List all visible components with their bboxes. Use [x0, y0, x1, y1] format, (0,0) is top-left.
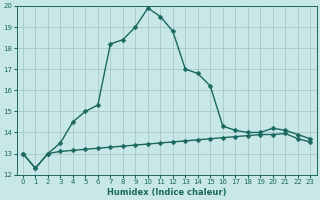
X-axis label: Humidex (Indice chaleur): Humidex (Indice chaleur) [107, 188, 226, 197]
